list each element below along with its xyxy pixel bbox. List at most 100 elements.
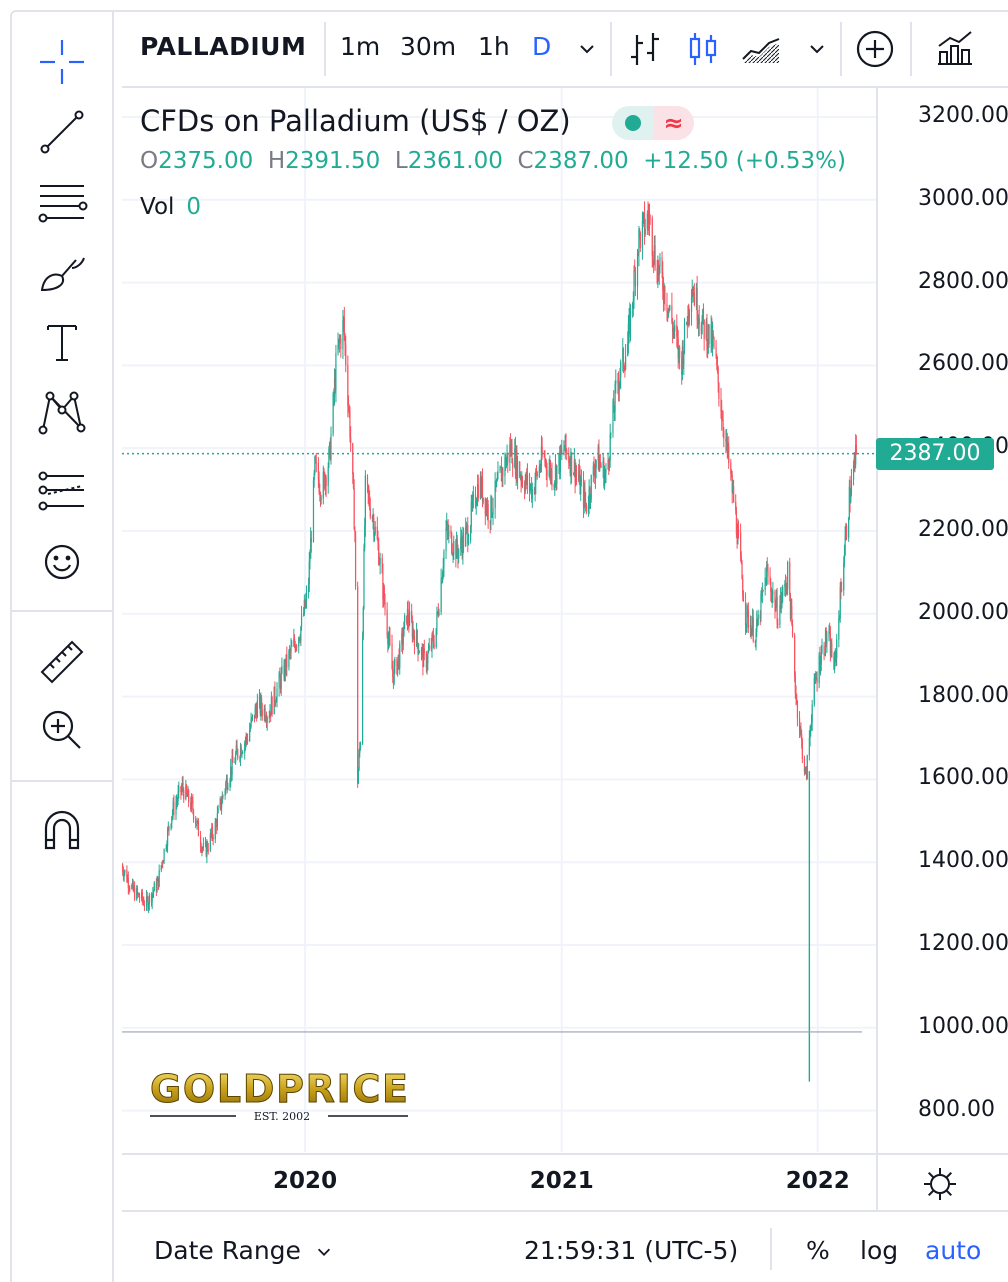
timeframe-1h[interactable]: 1h	[478, 32, 510, 61]
candle-body	[796, 701, 799, 719]
candle-body	[791, 623, 794, 635]
candle-body	[320, 498, 322, 500]
log-scale-toggle[interactable]: log	[860, 1236, 899, 1265]
candle-body	[202, 848, 204, 850]
timeframe-30m[interactable]: 30m	[400, 32, 457, 61]
candle-body	[767, 568, 769, 577]
candle-body	[489, 520, 491, 524]
candle-body	[563, 449, 565, 451]
candle-body	[805, 767, 807, 772]
candle-body	[855, 444, 857, 465]
compare-button[interactable]	[852, 26, 898, 72]
timeframe-d[interactable]: D	[532, 32, 552, 61]
candle-body	[672, 328, 674, 333]
candle-body	[188, 789, 190, 803]
candle-body	[329, 442, 331, 460]
candle-body	[160, 865, 162, 871]
candle-body	[526, 474, 529, 485]
candle-body	[173, 801, 175, 815]
pattern-tool[interactable]	[34, 384, 90, 440]
candle-body	[190, 797, 193, 810]
candle-body	[755, 631, 757, 643]
candle-body	[688, 311, 691, 318]
ruler-tool[interactable]	[34, 632, 90, 688]
candle-body	[814, 677, 816, 679]
candle-body	[530, 484, 532, 488]
forecast-tool[interactable]	[34, 464, 90, 520]
candle-body	[317, 462, 319, 481]
candle-body	[619, 377, 621, 383]
crosshair-tool[interactable]	[34, 34, 90, 90]
price-tick-label: 1400.00	[918, 848, 1008, 874]
candle-body	[676, 324, 678, 337]
candle-body	[780, 595, 782, 606]
candle-body	[486, 502, 488, 513]
brush-icon	[40, 257, 85, 292]
candle-body	[201, 848, 203, 851]
clock-timezone[interactable]: 21:59:31 (UTC-5)	[524, 1236, 739, 1265]
candle-style-button[interactable]	[680, 26, 726, 72]
market-status-badge[interactable]: ≈	[612, 106, 694, 140]
candle-body	[548, 470, 550, 476]
trend-line-tool[interactable]	[34, 104, 90, 160]
candle-body	[446, 523, 449, 530]
price-chart[interactable]	[122, 88, 1008, 1210]
candle-body	[407, 608, 409, 622]
date-range-button[interactable]: Date Range	[154, 1236, 333, 1265]
timeframe-dropdown[interactable]	[564, 26, 610, 72]
candle-body	[798, 718, 801, 731]
text-tool[interactable]	[34, 314, 90, 370]
candle-body	[765, 565, 768, 585]
candle-body	[789, 562, 791, 595]
candle-body	[661, 257, 663, 273]
candle-body	[168, 826, 170, 830]
candle-body	[245, 735, 247, 742]
candle-body	[850, 494, 852, 503]
timeframe-1m[interactable]: 1m	[340, 32, 381, 61]
area-style-button[interactable]	[738, 26, 784, 72]
candle-body	[636, 252, 639, 287]
emoji-tool[interactable]	[34, 534, 90, 590]
candle-body	[848, 486, 850, 519]
zoom-in-tool[interactable]	[34, 702, 90, 758]
candle-body	[716, 357, 718, 366]
chart-pane[interactable]: CFDs on Palladium (US$ / OZ) ≈ O2375.00 …	[122, 88, 1008, 1210]
candle-body	[167, 826, 169, 830]
candle-body	[644, 228, 646, 235]
candle-body	[834, 652, 836, 657]
fib-retracement-tool[interactable]	[34, 174, 90, 230]
candle-body	[554, 481, 556, 486]
candle-body	[573, 459, 575, 474]
magnet-tool[interactable]	[34, 802, 90, 858]
candle-body	[845, 525, 847, 537]
settings-gear-icon[interactable]	[918, 1162, 962, 1206]
candle-body	[437, 611, 439, 613]
candle-body	[391, 643, 393, 670]
candle-body	[212, 837, 214, 840]
candle-body	[564, 434, 566, 450]
candle-body	[651, 218, 653, 256]
candle-body	[334, 378, 336, 390]
brush-tool[interactable]	[34, 244, 90, 300]
candle-body	[162, 861, 164, 863]
candle-body	[524, 485, 526, 492]
candle-body	[230, 766, 233, 775]
chart-style-dropdown[interactable]	[794, 26, 840, 72]
candle-body	[156, 881, 158, 892]
candle-body	[323, 472, 325, 474]
candle-body	[412, 629, 414, 638]
candle-body	[396, 658, 398, 674]
bar-style-button[interactable]	[622, 26, 668, 72]
candle-body	[185, 785, 188, 793]
auto-scale-toggle[interactable]: auto	[925, 1236, 982, 1265]
percent-scale-toggle[interactable]: %	[806, 1236, 830, 1265]
candle-body	[662, 272, 664, 291]
candle-body	[514, 448, 516, 468]
candle-body	[129, 888, 131, 890]
indicators-button[interactable]	[932, 26, 978, 72]
candle-body	[643, 212, 645, 215]
symbol-search[interactable]: PALLADIUM	[140, 32, 307, 61]
candles-series	[122, 201, 857, 1082]
candle-body	[762, 589, 764, 591]
candle-body	[362, 608, 364, 638]
